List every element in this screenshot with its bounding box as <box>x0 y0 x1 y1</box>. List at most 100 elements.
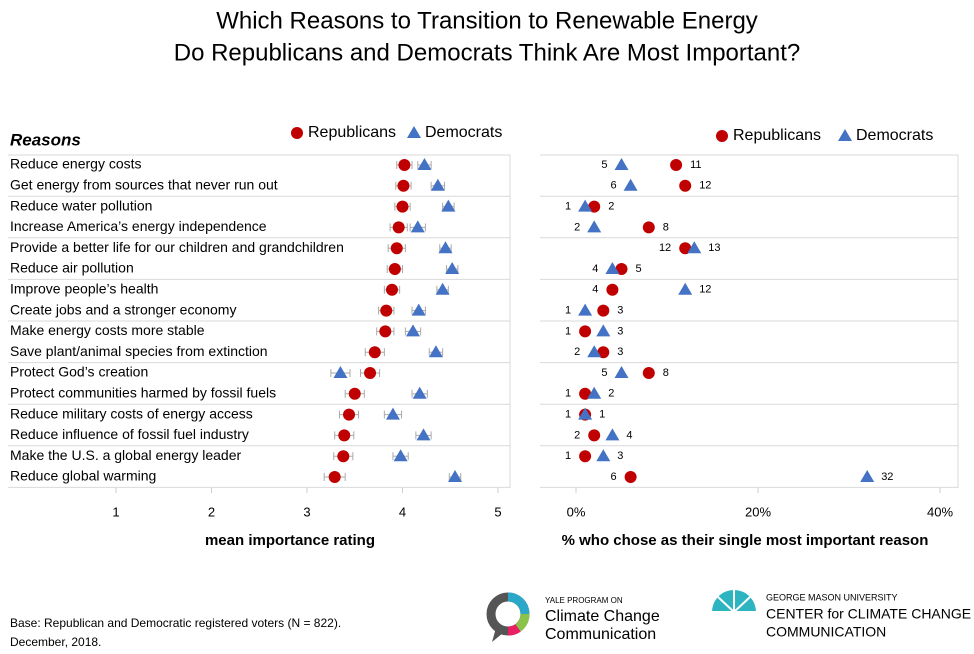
legend-label: Democrats <box>425 124 502 141</box>
value-label: 13 <box>708 242 720 254</box>
gmu-logo: GEORGE MASON UNIVERSITY CENTER for CLIMA… <box>712 590 971 640</box>
legend-label: Democrats <box>856 127 933 144</box>
circle-marker <box>597 304 610 317</box>
value-label: 3 <box>617 346 623 358</box>
triangle-marker <box>430 178 445 191</box>
x-axis-title: mean importance rating <box>205 532 375 549</box>
footnote: December, 2018. <box>10 635 101 649</box>
triangle-marker <box>428 345 443 358</box>
value-label: 12 <box>699 284 711 296</box>
value-label: 2 <box>608 201 614 213</box>
circle-marker <box>368 346 381 359</box>
circle-marker <box>606 283 619 296</box>
circle-marker <box>396 200 409 213</box>
yale-logo: YALE PROGRAM ON Climate Change Communica… <box>486 592 660 643</box>
value-label: 4 <box>592 284 598 296</box>
value-label: 12 <box>699 180 711 192</box>
triangle-marker <box>406 324 421 337</box>
triangle-marker <box>587 386 602 399</box>
value-label: 1 <box>565 450 571 462</box>
value-label: 8 <box>663 367 669 379</box>
triangle-marker <box>441 199 456 212</box>
circle-marker <box>398 159 411 171</box>
circle-marker <box>380 304 393 317</box>
x-tick-label: 0% <box>567 504 586 519</box>
triangle-marker <box>410 220 425 233</box>
triangle-marker <box>333 366 348 378</box>
value-label: 8 <box>663 221 669 233</box>
category-label: Protect God’s creation <box>10 364 148 380</box>
value-label: 12 <box>659 242 671 254</box>
footnote: Base: Republican and Democratic register… <box>10 616 341 630</box>
circle-marker <box>388 263 401 275</box>
category-label: Make energy costs more stable <box>10 322 205 338</box>
logo-text: GEORGE MASON UNIVERSITY <box>766 592 898 602</box>
category-label: Reduce military costs of energy access <box>10 405 253 421</box>
value-label: 2 <box>574 346 580 358</box>
circle-marker <box>379 325 392 338</box>
x-tick-label: 1 <box>112 504 119 519</box>
category-label: Improve people’s health <box>10 281 158 297</box>
category-label: Save plant/animal species from extinctio… <box>10 343 268 359</box>
triangle-marker <box>448 470 463 482</box>
triangle-marker <box>393 449 408 462</box>
triangle-marker <box>578 199 593 212</box>
category-label: Protect communities harmed by fossil fue… <box>10 385 276 401</box>
logo-text: Communication <box>545 626 656 643</box>
logo-text: Climate Change <box>545 608 660 625</box>
circle-marker <box>615 263 628 275</box>
triangle-marker <box>416 428 431 441</box>
x-tick-label: 5 <box>494 504 501 519</box>
category-label: Reduce water pollution <box>10 197 152 213</box>
triangle-marker <box>678 282 693 295</box>
circle-marker <box>588 429 601 442</box>
value-label: 3 <box>617 450 623 462</box>
circle-marker <box>337 450 350 463</box>
triangle-marker <box>605 262 620 274</box>
circle-marker <box>338 429 351 442</box>
x-tick-label: 20% <box>745 504 771 519</box>
value-label: 2 <box>608 388 614 400</box>
triangle-marker <box>596 324 611 337</box>
legend-label: Republicans <box>308 124 396 141</box>
value-label: 32 <box>881 471 893 483</box>
value-label: 5 <box>601 159 607 171</box>
row-header: Reasons <box>10 130 81 149</box>
circle-marker <box>679 179 692 192</box>
triangle-marker <box>838 129 852 141</box>
logo-text: YALE PROGRAM ON <box>545 596 623 605</box>
triangle-marker <box>587 345 602 358</box>
x-tick-label: 40% <box>927 504 953 519</box>
circle-marker <box>679 242 692 255</box>
value-label: 11 <box>690 159 701 171</box>
value-label: 1 <box>565 325 571 337</box>
circle-marker <box>579 450 592 463</box>
circle-marker <box>597 346 610 359</box>
category-label: Reduce energy costs <box>10 156 142 172</box>
circle-marker <box>642 221 655 234</box>
triangle-marker <box>445 262 460 274</box>
circle-marker <box>364 367 377 379</box>
value-label: 5 <box>636 263 642 275</box>
value-label: 3 <box>617 325 623 337</box>
circle-marker <box>343 408 356 421</box>
x-axis-title: % who chose as their single most importa… <box>562 532 929 549</box>
circle-marker <box>348 387 361 400</box>
title-line: Which Reasons to Transition to Renewable… <box>216 7 758 34</box>
circle-marker <box>291 127 303 139</box>
value-label: 3 <box>617 305 623 317</box>
circle-marker <box>385 283 398 296</box>
triangle-marker <box>605 428 620 441</box>
value-label: 2 <box>574 221 580 233</box>
triangle-marker <box>623 178 638 191</box>
circle-marker <box>624 471 637 483</box>
circle-marker <box>328 471 341 483</box>
circle-marker <box>642 367 655 379</box>
circle-marker <box>579 387 592 400</box>
circle-marker <box>670 159 683 171</box>
triangle-marker <box>385 407 400 420</box>
value-label: 1 <box>565 305 571 317</box>
value-label: 6 <box>610 180 616 192</box>
value-label: 1 <box>599 409 605 421</box>
triangle-marker <box>614 366 629 378</box>
